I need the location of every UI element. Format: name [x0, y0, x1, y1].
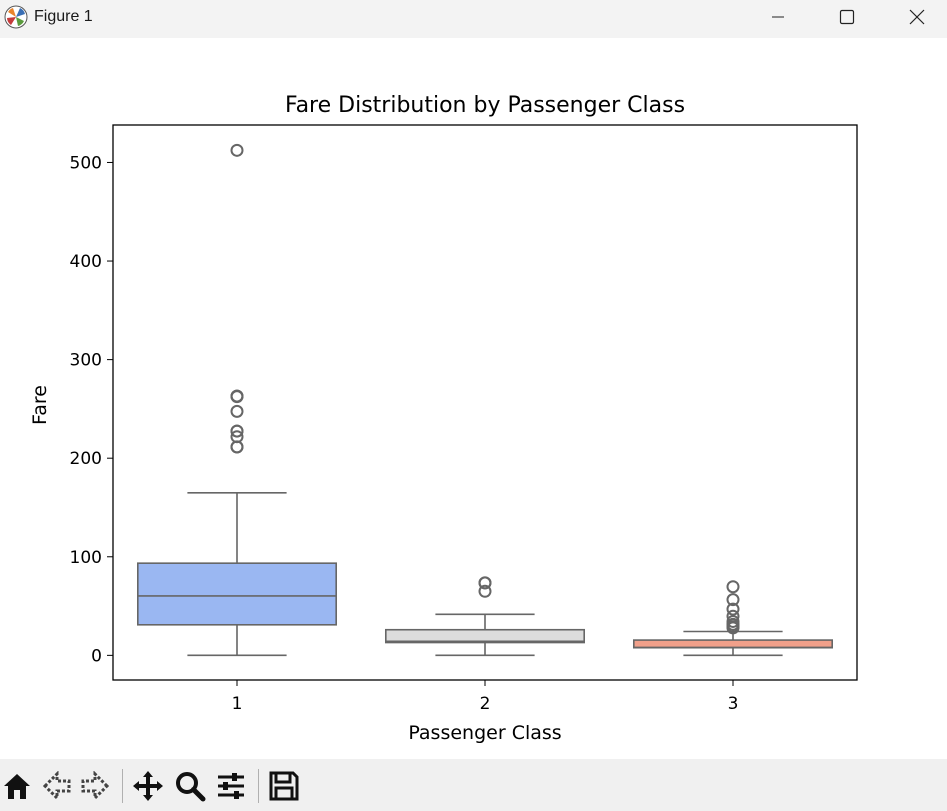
- window-title: Figure 1: [34, 8, 93, 25]
- back-button[interactable]: [40, 769, 74, 803]
- minimize-button[interactable]: [748, 0, 808, 34]
- outlier-point: [230, 430, 244, 444]
- save-button[interactable]: [267, 769, 301, 803]
- navigation-toolbar: [0, 759, 947, 811]
- outlier-point: [230, 424, 244, 438]
- outlier-point: [230, 389, 244, 403]
- configure-subplots-button[interactable]: [214, 769, 248, 803]
- outlier-point: [230, 404, 244, 418]
- box-2: [384, 628, 585, 644]
- box-3: [632, 639, 833, 649]
- outlier-point: [478, 576, 492, 590]
- y-tick-label: 0: [91, 646, 102, 666]
- save-icon: [269, 771, 299, 801]
- y-tick-label: 300: [70, 351, 102, 371]
- close-icon: [909, 9, 925, 25]
- y-tick-label: 400: [70, 252, 102, 272]
- maximize-button[interactable]: [817, 0, 877, 34]
- outlier-point: [478, 584, 492, 598]
- home-icon: [4, 774, 30, 799]
- outlier-point: [230, 143, 244, 157]
- pan-icon: [133, 771, 163, 801]
- x-tick-label: 1: [232, 694, 243, 714]
- forward-icon: [81, 771, 110, 801]
- outlier-point: [726, 614, 740, 628]
- box-1: [137, 562, 337, 626]
- y-tick-label: 500: [70, 153, 102, 173]
- y-tick-label: 200: [70, 449, 102, 469]
- x-tick-label: 2: [480, 694, 491, 714]
- pan-button[interactable]: [131, 769, 165, 803]
- maximize-icon: [839, 9, 855, 25]
- chart-title: Fare Distribution by Passenger Class: [285, 93, 685, 118]
- outlier-point: [726, 593, 740, 607]
- configure-subplots-icon: [218, 773, 244, 799]
- zoom-icon: [176, 772, 206, 802]
- figure-canvas: Fare Distribution by Passenger Class 0 10…: [0, 38, 947, 759]
- x-axis-label: Passenger Class: [408, 722, 561, 744]
- axes-frame: [112, 124, 858, 681]
- toolbar-separator: [258, 769, 259, 803]
- plot-axes: 0 100 200 300 400 500 1 2 3: [70, 124, 858, 714]
- outlier-point: [726, 602, 740, 616]
- forward-button[interactable]: [78, 769, 112, 803]
- minimize-icon: [772, 16, 784, 18]
- matplotlib-icon: [4, 5, 28, 29]
- outlier-point: [726, 609, 740, 623]
- title-bar: Figure 1: [0, 0, 947, 38]
- home-button[interactable]: [0, 769, 34, 803]
- x-tick-label: 3: [728, 694, 739, 714]
- outlier-point: [726, 580, 740, 594]
- back-icon: [42, 771, 71, 801]
- box-plot-chart: Fare Distribution by Passenger Class 0 10…: [29, 93, 858, 744]
- close-button[interactable]: [887, 0, 947, 34]
- y-axis-label: Fare: [29, 385, 51, 425]
- zoom-button[interactable]: [173, 769, 207, 803]
- toolbar-separator: [122, 769, 123, 803]
- y-tick-label: 100: [70, 548, 102, 568]
